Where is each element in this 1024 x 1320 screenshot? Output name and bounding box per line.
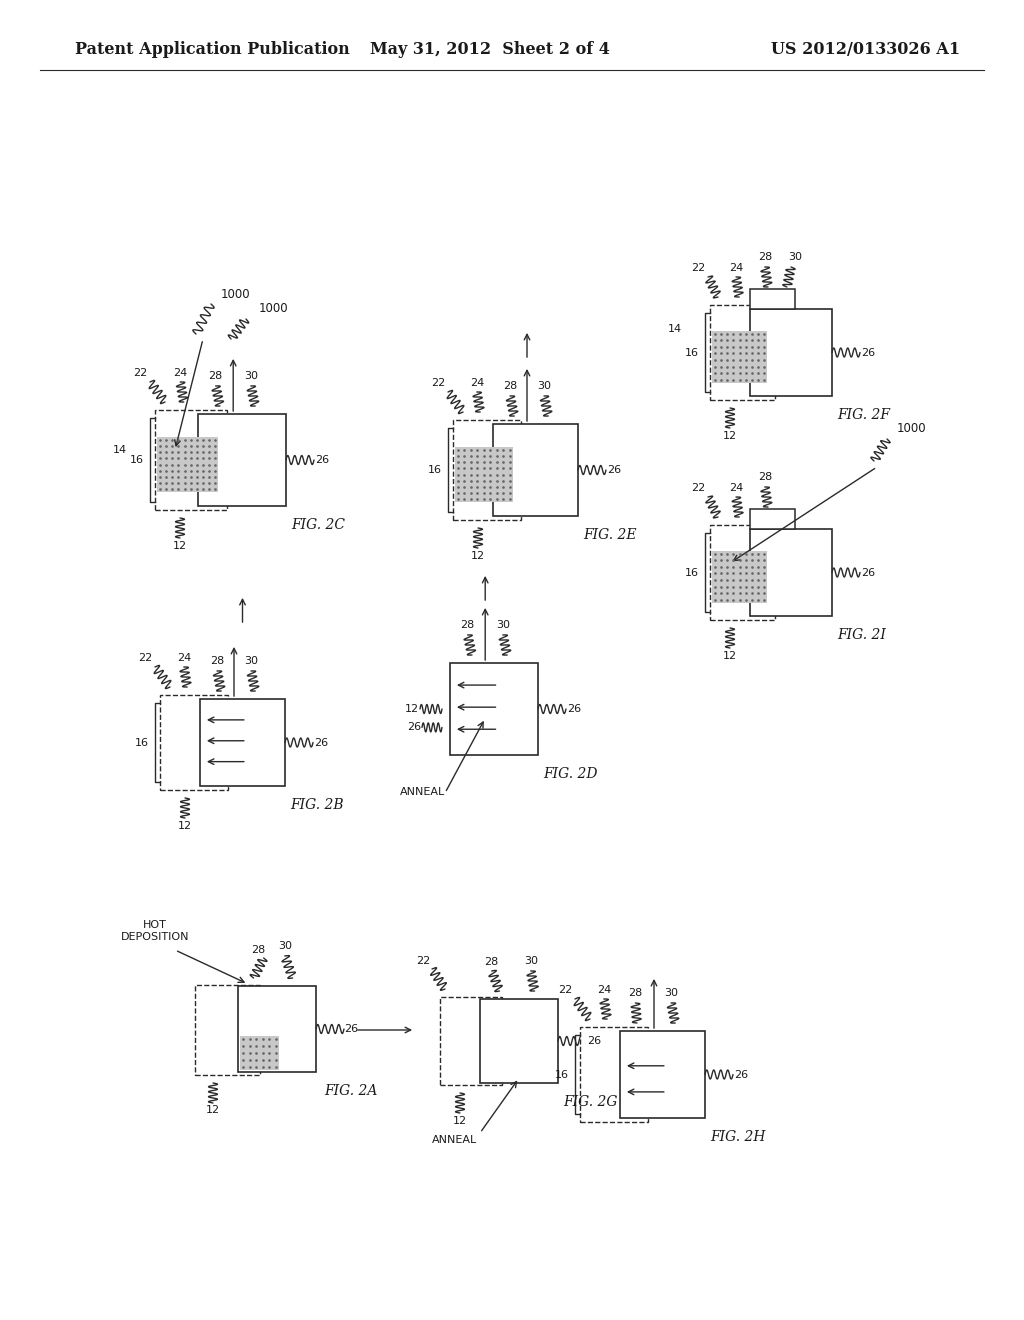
Text: 24: 24 (729, 263, 743, 273)
Text: 26: 26 (734, 1069, 749, 1080)
Text: 26: 26 (587, 1036, 601, 1045)
Text: 28: 28 (758, 473, 772, 482)
Text: 14: 14 (113, 445, 127, 455)
Text: FIG. 2G: FIG. 2G (563, 1096, 617, 1109)
Text: 30: 30 (496, 620, 510, 630)
Bar (440, 997, 502, 1085)
Bar (240, 1036, 279, 1071)
Bar (453, 420, 521, 520)
Bar (750, 510, 795, 529)
Text: 12: 12 (453, 1115, 467, 1126)
Bar (580, 1027, 648, 1122)
Text: FIG. 2H: FIG. 2H (710, 1130, 766, 1144)
Bar (493, 424, 578, 516)
Bar (157, 437, 218, 492)
Text: 30: 30 (788, 252, 802, 261)
Bar (750, 289, 795, 309)
Text: 26: 26 (314, 738, 328, 747)
Bar (455, 447, 513, 502)
Text: 16: 16 (428, 465, 442, 475)
Text: 28: 28 (252, 945, 265, 954)
Text: 24: 24 (729, 483, 743, 492)
Bar (160, 696, 228, 789)
Text: 26: 26 (567, 704, 581, 714)
Text: ANNEAL: ANNEAL (399, 787, 445, 797)
Bar (710, 305, 775, 400)
Text: 22: 22 (691, 263, 705, 273)
Bar (712, 330, 767, 383)
Text: DEPOSITION: DEPOSITION (121, 932, 189, 942)
Text: 30: 30 (244, 371, 258, 381)
Text: May 31, 2012  Sheet 2 of 4: May 31, 2012 Sheet 2 of 4 (370, 41, 610, 58)
Text: FIG. 2B: FIG. 2B (290, 799, 344, 812)
Text: 12: 12 (723, 651, 737, 661)
Bar (480, 999, 558, 1082)
Bar (238, 986, 316, 1072)
Text: 28: 28 (209, 371, 223, 381)
Text: 26: 26 (315, 455, 329, 465)
Text: 24: 24 (173, 368, 187, 378)
Text: Patent Application Publication: Patent Application Publication (75, 41, 350, 58)
Bar (712, 550, 767, 603)
Bar (450, 663, 538, 755)
Text: 22: 22 (558, 985, 572, 995)
Text: 12: 12 (178, 821, 193, 832)
Text: FIG. 2A: FIG. 2A (324, 1084, 378, 1098)
Text: 22: 22 (138, 653, 152, 663)
Text: 30: 30 (244, 656, 258, 667)
Text: 12: 12 (404, 704, 419, 714)
Text: 30: 30 (523, 956, 538, 966)
Text: 26: 26 (861, 347, 876, 358)
Text: 26: 26 (407, 722, 421, 733)
Text: 16: 16 (685, 568, 699, 578)
Text: 12: 12 (471, 550, 485, 561)
Bar (195, 985, 260, 1074)
Text: HOT: HOT (143, 920, 167, 931)
Bar (710, 525, 775, 620)
Text: 12: 12 (173, 541, 187, 550)
Text: 30: 30 (278, 941, 292, 950)
Text: 22: 22 (431, 378, 445, 388)
Text: FIG. 2C: FIG. 2C (291, 517, 345, 532)
Text: 1000: 1000 (221, 288, 251, 301)
Text: 26: 26 (344, 1024, 358, 1034)
Text: 1000: 1000 (259, 302, 289, 315)
Bar (620, 1031, 705, 1118)
Text: 16: 16 (135, 738, 150, 747)
Text: 28: 28 (503, 381, 517, 391)
Text: FIG. 2F: FIG. 2F (837, 408, 890, 422)
Text: 28: 28 (210, 656, 224, 667)
Text: 24: 24 (597, 985, 611, 995)
Text: 30: 30 (664, 987, 678, 998)
Text: FIG. 2I: FIG. 2I (837, 628, 886, 642)
Text: FIG. 2E: FIG. 2E (583, 528, 637, 543)
Text: 16: 16 (130, 455, 144, 465)
Text: 28: 28 (484, 957, 499, 968)
Text: 16: 16 (555, 1069, 569, 1080)
Bar (200, 700, 285, 785)
Text: 14: 14 (668, 323, 682, 334)
Text: 28: 28 (758, 252, 772, 261)
Text: 28: 28 (461, 620, 475, 630)
Text: 1000: 1000 (897, 422, 927, 436)
Text: 22: 22 (691, 483, 705, 492)
Text: 22: 22 (416, 956, 430, 966)
Text: 24: 24 (177, 653, 190, 663)
Text: 12: 12 (723, 432, 737, 441)
Text: US 2012/0133026 A1: US 2012/0133026 A1 (771, 41, 961, 58)
Bar (750, 529, 831, 616)
Text: ANNEAL: ANNEAL (432, 1135, 477, 1144)
Bar (750, 309, 831, 396)
Text: 24: 24 (470, 378, 484, 388)
Text: 16: 16 (685, 347, 699, 358)
Text: 30: 30 (537, 381, 551, 391)
Text: 12: 12 (206, 1105, 220, 1115)
Text: FIG. 2D: FIG. 2D (543, 767, 597, 781)
Text: 26: 26 (607, 465, 622, 475)
Text: 22: 22 (133, 368, 147, 378)
Bar (198, 414, 286, 506)
Text: 28: 28 (628, 987, 642, 998)
Bar (155, 411, 227, 510)
Text: 26: 26 (861, 568, 876, 578)
